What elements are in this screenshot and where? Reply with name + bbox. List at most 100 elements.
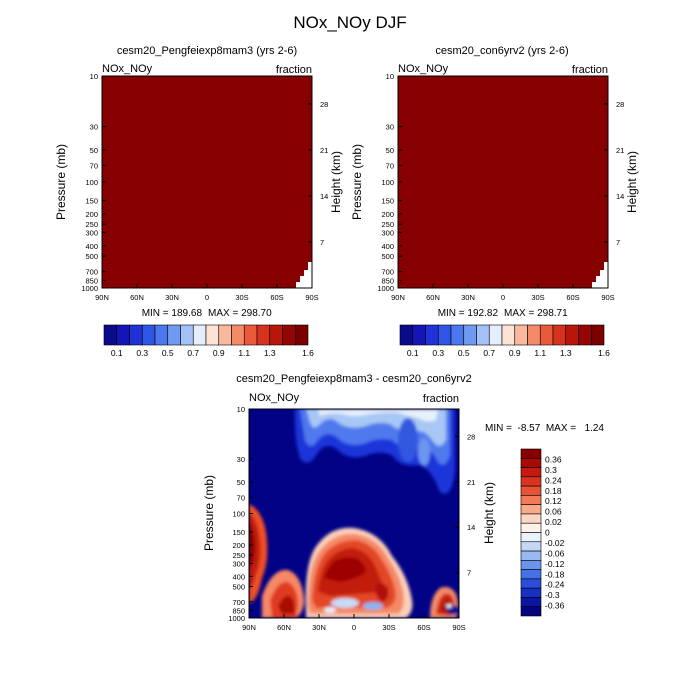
colorbar-box <box>282 324 296 346</box>
colorbar-box <box>520 476 542 487</box>
pressure-tick-label: 50 <box>90 146 98 155</box>
colorbar-box <box>520 467 542 478</box>
height-tick-label: 28 <box>616 100 624 109</box>
colorbar-box <box>243 324 258 346</box>
colorbar-label: 0.06 <box>545 507 562 517</box>
panel-2-height-ticks: 28 21 14 7 <box>604 100 624 247</box>
panel-1-colorbar: 0.1 0.3 0.5 0.7 0.9 1.1 1.3 1.6 <box>103 324 314 358</box>
colorbar-label: 0.5 <box>162 348 174 358</box>
pressure-tick-label: 70 <box>386 162 394 171</box>
colorbar-box <box>231 324 245 346</box>
panel-3-ylabel: Pressure (mb) <box>202 475 216 551</box>
lat-tick-label: 30N <box>165 293 179 302</box>
pressure-tick-label: 50 <box>237 478 245 487</box>
pressure-tick-label: 70 <box>237 493 245 502</box>
colorbar-label: 0.7 <box>483 348 495 358</box>
panel-1-height-ticks: 28 21 14 7 <box>308 100 328 247</box>
colorbar-box <box>520 541 542 552</box>
lat-tick-label: 0 <box>501 293 505 302</box>
panel-3: cesm20_Pengfeiexp8mam3 - cesm20_con6yrv2… <box>202 373 604 632</box>
pressure-tick-label: 400 <box>85 242 98 251</box>
panel-2-white-notch <box>592 262 608 288</box>
pressure-tick-label: 700 <box>85 268 98 277</box>
colorbar-box <box>520 569 542 580</box>
height-tick-label: 28 <box>467 432 475 441</box>
lat-tick-label: 90N <box>391 293 405 302</box>
colorbar-label: 0.3 <box>545 465 557 475</box>
colorbar-box <box>520 522 542 533</box>
colorbar-box <box>578 324 592 346</box>
height-tick-label: 7 <box>467 569 471 578</box>
colorbar-label: 0.3 <box>136 348 148 358</box>
colorbar-box <box>514 324 528 346</box>
colorbar-box <box>520 578 542 589</box>
lat-tick-label: 60S <box>270 293 283 302</box>
page-title: NOx_NOy DJF <box>293 13 406 32</box>
colorbar-label: 0.36 <box>545 454 562 464</box>
pressure-tick-label: 700 <box>381 268 394 277</box>
colorbar-label: 1.3 <box>560 348 572 358</box>
height-tick-label: 21 <box>616 146 624 155</box>
pressure-tick-label: 150 <box>381 197 394 206</box>
pressure-tick-label: 300 <box>85 229 98 238</box>
pressure-tick-label: 10 <box>386 72 394 81</box>
lat-tick-label: 90S <box>601 293 614 302</box>
colorbar-box <box>141 324 156 346</box>
lat-tick-label: 90N <box>242 623 256 632</box>
lat-tick-label: 30N <box>312 623 326 632</box>
lat-tick-label: 60N <box>130 293 144 302</box>
lat-tick-label: 0 <box>352 623 356 632</box>
colorbar-box <box>520 457 542 468</box>
colorbar-box <box>218 324 232 346</box>
lat-tick-label: 90N <box>95 293 109 302</box>
colorbar-box <box>425 324 439 346</box>
lat-tick-label: 60N <box>426 293 440 302</box>
pressure-tick-label: 1000 <box>377 284 394 293</box>
pressure-tick-label: 250 <box>85 220 98 229</box>
pressure-tick-label: 100 <box>85 178 98 187</box>
panel-2-colorbar: 0.1 0.3 0.5 0.7 0.9 1.1 1.3 1.6 <box>399 324 610 358</box>
height-tick-label: 14 <box>320 192 328 201</box>
height-tick-label: 7 <box>320 238 324 247</box>
colorbar-box <box>437 324 452 346</box>
pressure-tick-label: 250 <box>381 220 394 229</box>
panel-3-minmax-label: MIN = -8.57 MAX = 1.24 <box>485 423 604 434</box>
colorbar-label: -0.24 <box>545 580 565 590</box>
colorbar-box <box>269 324 283 346</box>
colorbar-box <box>463 324 477 346</box>
panel-2-left-label: NOx_NOy <box>398 63 449 75</box>
panel-1-min-label: MIN = 189.68 <box>142 308 203 319</box>
colorbar-box <box>520 495 542 505</box>
lat-tick-label: 60S <box>417 623 430 632</box>
pressure-tick-label: 300 <box>381 229 394 238</box>
pressure-tick-label: 30 <box>90 123 98 132</box>
panel-3-right-label: fraction <box>423 393 459 405</box>
colorbar-box <box>520 606 542 617</box>
colorbar-label: 0.02 <box>545 517 562 527</box>
panel-2-title: cesm20_con6yrv2 (yrs 2-6) <box>435 45 568 57</box>
panel-1-field <box>102 76 312 288</box>
colorbar-label: 1.1 <box>238 348 250 358</box>
pressure-tick-label: 100 <box>232 510 245 519</box>
colorbar-label: -0.3 <box>545 590 560 600</box>
lat-tick-label: 60S <box>566 293 579 302</box>
colorbar-box <box>154 324 169 346</box>
pressure-tick-label: 500 <box>381 252 394 261</box>
colorbar-box <box>192 324 207 346</box>
colorbar-box <box>501 324 516 346</box>
panel-1-max-label: MAX = 298.70 <box>208 308 272 319</box>
colorbar-label: 0.12 <box>545 496 562 506</box>
colorbar-label: 0.24 <box>545 475 562 485</box>
colorbar-box <box>129 324 143 346</box>
pressure-tick-label: 30 <box>237 455 245 464</box>
colorbar-label: 1.1 <box>534 348 546 358</box>
pressure-tick-label: 850 <box>381 277 394 286</box>
colorbar-label: 0.3 <box>432 348 444 358</box>
colorbar-label: 0.5 <box>458 348 470 358</box>
pressure-tick-label: 200 <box>381 210 394 219</box>
panel-2-ylabel-right: Height (km) <box>625 151 639 213</box>
panel-1-lat-ticks: 90N 60N 30N 0 30S 60S 90S <box>95 284 319 302</box>
pressure-tick-label: 200 <box>232 541 245 550</box>
pressure-tick-label: 30 <box>386 123 394 132</box>
